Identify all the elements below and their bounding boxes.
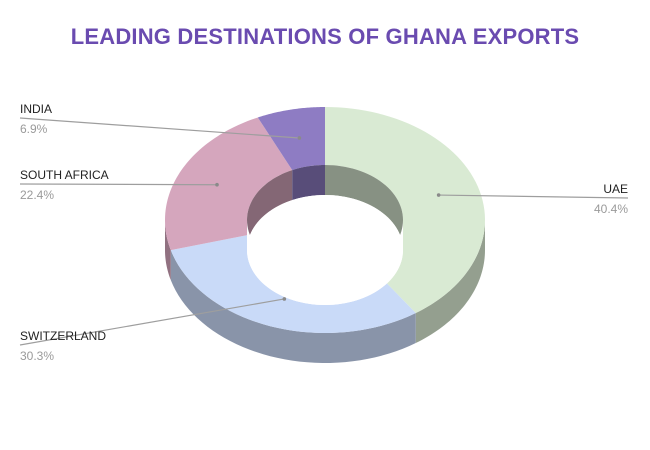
leader-dot-south-africa [215,182,219,187]
slice-value-switzerland: 30.3% [20,349,54,363]
leader-line-switzerland [19,298,285,346]
donut-hole-center [247,195,403,305]
leader-line-south-africa [19,183,218,186]
slice-side-south-africa [165,220,171,281]
slice-label-uae: UAE [603,182,628,196]
donut-slices [165,107,485,333]
slice-value-india: 6.9% [20,122,48,136]
slice-inner-uae-0 [325,165,403,250]
donut-sides [165,220,485,363]
slice-value-south-africa: 22.4% [20,188,54,202]
leader-dot-switzerland [282,297,287,301]
slice-south-africa [165,117,293,251]
slice-labels: UAE 40.4% SWITZERLAND 30.3% SOUTH AFRICA 22.4… [19,102,629,363]
leader-dot-uae [436,193,441,197]
chart-title: LEADING DESTINATIONS OF GHANA EXPORTS [70,24,580,49]
slice-side-uae [415,220,485,344]
slice-inner-south-africa-0 [247,170,293,250]
slice-side-switzerland [170,250,416,363]
leader-line-india [19,117,300,139]
slice-label-india: INDIA [20,102,52,116]
leader-dot-india [297,136,302,140]
slice-value-uae: 40.4% [594,202,628,216]
slice-uae [325,107,485,314]
slice-inner-india-0 [292,165,325,201]
leader-line-uae [438,194,629,199]
slice-label-south-africa: SOUTH AFRICA [20,168,109,182]
slice-label-switzerland: SWITZERLAND [20,329,106,343]
slice-india [257,107,325,171]
